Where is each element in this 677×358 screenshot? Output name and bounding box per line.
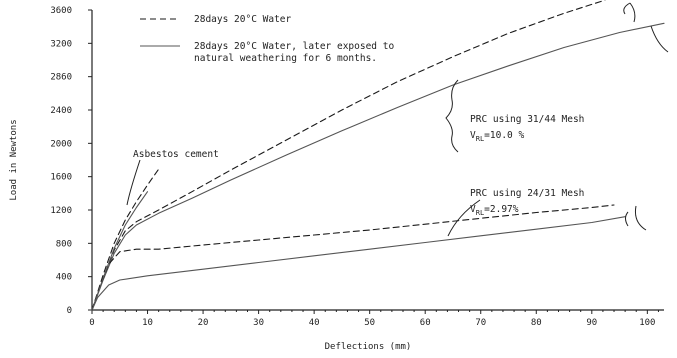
prc-24-31-leader	[447, 199, 481, 237]
x-axis-title: Deflections (mm)	[325, 342, 412, 352]
legend-label: 28days 20°C Water	[194, 14, 292, 25]
y-tick-label: 400	[56, 273, 72, 283]
prc-31-44-vrl: VRL=10.0 %	[470, 130, 524, 143]
x-tick-label: 0	[89, 318, 94, 328]
y-axis-title: Load in Newtons	[9, 119, 19, 200]
x-tick-label: 40	[309, 318, 320, 328]
x-tick-label: 10	[142, 318, 153, 328]
y-tick-label: 1200	[50, 206, 72, 216]
x-tick-label: 70	[475, 318, 486, 328]
series-line	[91, 22, 665, 311]
prc-24-31-label: PRC using 24/31 Mesh	[470, 188, 584, 199]
x-tick-label: 20	[198, 318, 209, 328]
series-line	[91, 0, 606, 311]
y-tick-label: 1600	[50, 173, 72, 183]
series-line	[91, 216, 626, 311]
series-layer	[91, 0, 665, 311]
annotations: Asbestos cement PRC using 31/44 Mesh VRL…	[126, 2, 669, 237]
prc-31-44-brace	[445, 79, 459, 153]
asbestos-leader	[126, 159, 141, 206]
y-tick-label: 2000	[50, 139, 72, 149]
series-line	[91, 204, 615, 311]
x-tick-label: 50	[364, 318, 375, 328]
end-bracket-top	[623, 2, 669, 53]
x-tick-label: 100	[639, 318, 655, 328]
prc-31-44-label: PRC using 31/44 Mesh	[470, 114, 584, 125]
y-tick-label: 2860	[50, 73, 72, 83]
x-tick-label: 60	[420, 318, 431, 328]
series-line	[91, 191, 149, 311]
y-tick-label: 3200	[50, 39, 72, 49]
series-line	[91, 168, 160, 311]
y-tick-label: 3600	[50, 6, 72, 16]
x-tick-label: 90	[586, 318, 597, 328]
x-tick-label: 30	[253, 318, 264, 328]
prc-24-31-vrl: VRL=2.97%	[470, 204, 519, 217]
y-tick-label: 0	[67, 306, 72, 316]
x-tick-label: 80	[531, 318, 542, 328]
legend-label: natural weathering for 6 months.	[194, 53, 377, 64]
y-tick-label: 2400	[50, 106, 72, 116]
legend: 28days 20°C Water 28days 20°C Water, late…	[140, 14, 394, 64]
y-tick-label: 800	[56, 239, 72, 249]
end-bracket-bottom	[625, 205, 647, 231]
legend-label: 28days 20°C Water, later exposed to	[194, 41, 394, 52]
asbestos-cement-label: Asbestos cement	[133, 149, 219, 160]
axes: 0 400 800 1200 1600 2000 2400 2860 3200 3600 0 10 20…	[9, 6, 664, 352]
